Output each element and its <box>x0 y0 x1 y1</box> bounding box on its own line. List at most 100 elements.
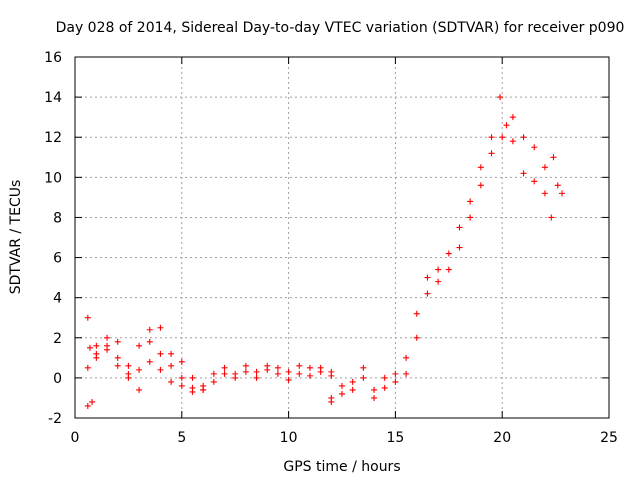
x-tick-label: 15 <box>386 430 404 446</box>
y-tick-label: 14 <box>44 90 62 106</box>
x-tick-label: 0 <box>71 430 80 446</box>
data-point <box>84 314 91 321</box>
data-point <box>232 374 239 381</box>
data-point <box>89 398 96 405</box>
data-point <box>242 362 249 369</box>
data-point <box>531 178 538 185</box>
data-point <box>328 398 335 405</box>
data-point <box>488 150 495 157</box>
y-tick-label: 6 <box>53 251 62 267</box>
data-points <box>84 94 566 409</box>
data-point <box>531 144 538 151</box>
data-point <box>146 326 153 333</box>
data-point <box>168 350 175 357</box>
y-tick-label: 8 <box>53 210 62 226</box>
data-point <box>548 214 555 221</box>
data-point <box>360 364 367 371</box>
data-point <box>360 374 367 381</box>
data-point <box>349 386 356 393</box>
data-point <box>424 290 431 297</box>
x-tick-label: 10 <box>280 430 298 446</box>
data-point <box>136 386 143 393</box>
data-point <box>285 368 292 375</box>
data-point <box>488 134 495 141</box>
data-point <box>349 378 356 385</box>
data-point <box>168 378 175 385</box>
data-point <box>114 354 121 361</box>
data-point <box>84 402 91 409</box>
data-point <box>328 372 335 379</box>
data-point <box>157 350 164 357</box>
data-point <box>467 214 474 221</box>
data-point <box>467 198 474 205</box>
series-4 <box>328 94 566 401</box>
data-point <box>221 370 228 377</box>
data-point <box>285 376 292 383</box>
data-point <box>306 372 313 379</box>
data-point <box>456 224 463 231</box>
data-point <box>189 388 196 395</box>
data-point <box>93 354 100 361</box>
data-point <box>509 114 516 121</box>
data-point <box>189 374 196 381</box>
axis-ticks: 0 5 10 15 20 25 -2 0 2 4 6 8 10 12 14 16 <box>44 50 618 446</box>
data-point <box>178 382 185 389</box>
x-tick-label: 5 <box>177 430 186 446</box>
y-tick-label: 10 <box>44 170 62 186</box>
data-point <box>157 324 164 331</box>
data-point <box>381 374 388 381</box>
data-point <box>371 386 378 393</box>
data-point <box>435 278 442 285</box>
y-tick-label: 4 <box>53 291 62 307</box>
data-point <box>146 358 153 365</box>
y-axis-label: SDTVAR / TECUs <box>8 180 24 295</box>
data-point <box>296 370 303 377</box>
data-point <box>497 94 504 101</box>
data-point <box>477 164 484 171</box>
series-2 <box>84 338 335 409</box>
data-point <box>559 190 566 197</box>
data-point <box>381 384 388 391</box>
data-point <box>157 366 164 373</box>
data-point <box>210 370 217 377</box>
data-point <box>114 362 121 369</box>
x-axis-label: GPS time / hours <box>283 459 400 475</box>
y-tick-label: -2 <box>48 411 62 427</box>
data-point <box>104 334 111 341</box>
data-point <box>413 334 420 341</box>
y-tick-label: 16 <box>44 50 62 66</box>
data-point <box>125 362 132 369</box>
data-point <box>274 370 281 377</box>
data-point <box>306 364 313 371</box>
data-point <box>168 362 175 369</box>
x-tick-label: 25 <box>600 430 618 446</box>
data-point <box>125 374 132 381</box>
y-tick-label: 12 <box>44 130 62 146</box>
data-point <box>403 370 410 377</box>
data-point <box>253 374 260 381</box>
y-tick-label: 0 <box>53 371 62 387</box>
data-point <box>392 378 399 385</box>
data-point <box>424 274 431 281</box>
plot-frame <box>74 56 610 419</box>
y-tick-label: 2 <box>53 331 62 347</box>
data-point <box>435 266 442 273</box>
data-point <box>317 368 324 375</box>
data-point <box>541 190 548 197</box>
data-point <box>554 182 561 189</box>
data-point <box>499 134 506 141</box>
data-point <box>550 154 557 161</box>
data-point <box>403 354 410 361</box>
data-point <box>509 138 516 145</box>
data-point <box>371 394 378 401</box>
data-point <box>104 346 111 353</box>
data-point <box>86 344 93 351</box>
data-point <box>178 358 185 365</box>
data-point <box>477 182 484 189</box>
data-point <box>114 338 121 345</box>
data-point <box>339 382 345 389</box>
data-point <box>84 364 91 371</box>
data-point <box>210 378 217 385</box>
data-point <box>445 266 452 273</box>
